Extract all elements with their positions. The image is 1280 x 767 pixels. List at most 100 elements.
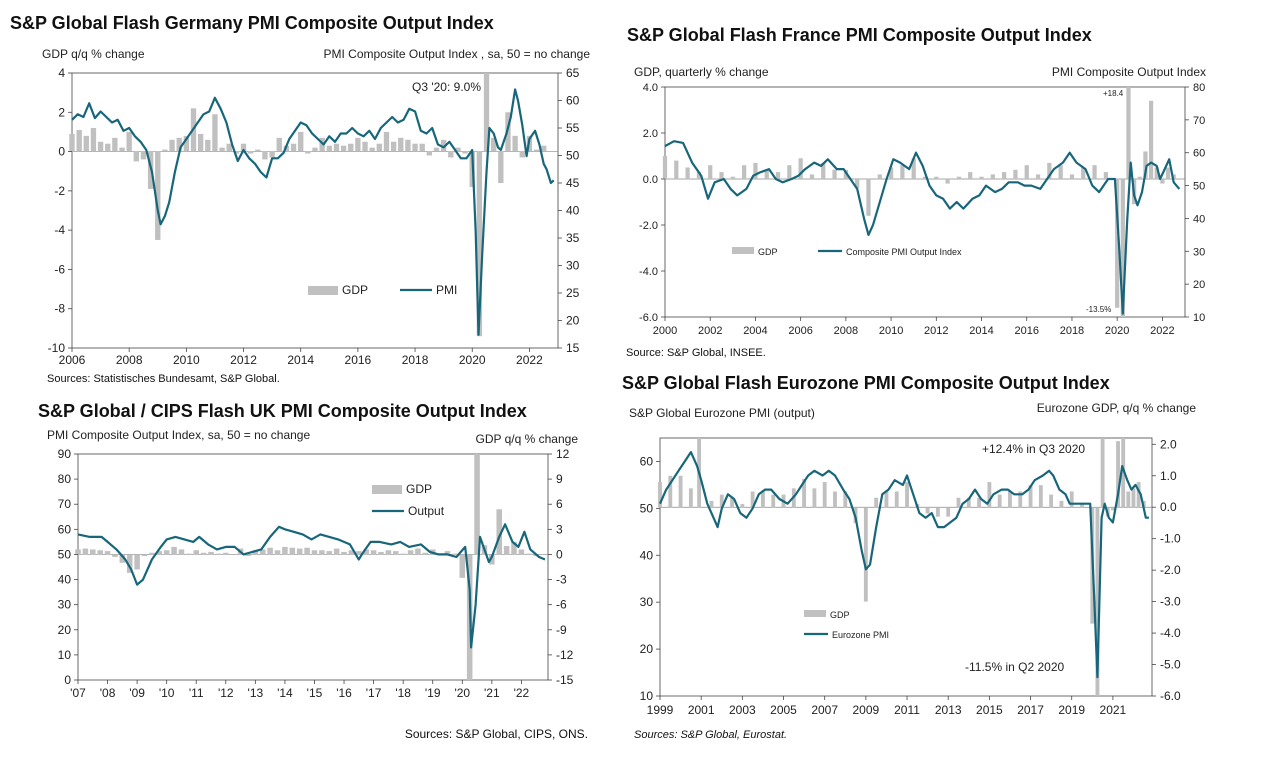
germany-left-tick-label: 2: [58, 105, 65, 119]
eurozone-gdp-bar: [1136, 482, 1141, 508]
uk-x-tick-label: '08: [100, 686, 116, 700]
uk-gdp-bar: [252, 550, 259, 555]
uk-gdp-bar: [503, 546, 510, 555]
uk-gdp-bar: [474, 454, 480, 555]
uk-left-tick-label: 60: [58, 522, 72, 536]
uk-gdp-bar: [392, 551, 399, 555]
germany-gdp-bar: [333, 143, 340, 152]
uk-title: S&P Global / CIPS Flash UK PMI Composite…: [38, 401, 527, 421]
germany-left-tick-label: -8: [54, 302, 65, 316]
germany-right-tick-label: 40: [566, 204, 580, 218]
germany-right-tick-label: 20: [566, 314, 580, 328]
france-gdp-bar: [708, 165, 713, 179]
uk-left-tick-label: 80: [58, 472, 72, 486]
germany-gdp-bar: [269, 151, 275, 158]
germany-gdp-bar: [119, 147, 125, 152]
france-gdp-bar: [922, 176, 928, 179]
uk-gdp-bar: [178, 549, 185, 555]
uk-gdp-bar: [407, 550, 414, 555]
eurozone-gdp-bar: [833, 491, 837, 508]
eurozone-gdp-bar: [946, 507, 951, 517]
eurozone-legend-gdp-label: GDP: [830, 610, 850, 620]
eurozone-legend-pmi-label: Eurozone PMI: [832, 630, 889, 640]
uk-left-tick-label: 0: [64, 673, 71, 687]
eurozone-annotation: +12.4% in Q3 2020: [982, 442, 1085, 456]
france-gdp-bar: [990, 174, 995, 179]
germany-legend-gdp-label: GDP: [342, 283, 368, 297]
germany-x-tick-label: 2008: [116, 353, 143, 367]
france-x-tick-label: 2020: [1105, 325, 1129, 337]
eurozone-gdp-bar: [730, 497, 734, 508]
eurozone-right-tick-label: -4.0: [1160, 626, 1181, 640]
germany-right-tick-label: 60: [566, 94, 580, 108]
france-left-tick-label: -6.0: [639, 312, 658, 324]
germany-gdp-bar: [226, 143, 232, 152]
uk-right-tick-label: -6: [556, 598, 567, 612]
uk-x-tick-label: '20: [454, 686, 470, 700]
uk-gdp-bar: [356, 551, 362, 555]
uk-gdp-bar: [267, 547, 273, 555]
uk-chart: 9080706050403020100129630-3-6-9-12-15'07…: [47, 428, 588, 741]
eurozone-gdp-bar: [894, 491, 899, 508]
germany-gdp-bar: [233, 151, 240, 154]
eurozone-left-tick-label: 20: [640, 642, 654, 656]
france-gdp-bar: [1154, 167, 1159, 179]
uk-right-axis-label: GDP q/q % change: [475, 432, 578, 446]
uk-gdp-bar: [489, 554, 495, 565]
france-gdp-bar: [1160, 179, 1165, 184]
eurozone-annotation: -11.5% in Q2 2020: [965, 660, 1065, 674]
germany-gdp-bar: [69, 133, 75, 152]
eurozone-gdp-bar: [750, 491, 755, 508]
france-gdp-bar: [877, 174, 882, 179]
france-gdp-bar: [753, 162, 758, 179]
france-gdp-bar: [945, 179, 950, 184]
uk-gdp-bar: [193, 550, 200, 555]
uk-x-tick-label: '19: [425, 686, 441, 700]
eurozone-gdp-bar: [1080, 504, 1084, 508]
uk-gdp-bar: [149, 552, 155, 555]
uk-gdp-bar: [156, 551, 163, 555]
germany-gdp-bar: [440, 139, 447, 152]
france-legend-pmi-label: Composite PMI Output Index: [846, 247, 962, 257]
uk-gdp-bar: [104, 551, 111, 555]
germany-gdp-bar: [205, 139, 211, 152]
eurozone-x-tick-label: 2013: [935, 703, 962, 717]
uk-x-tick-label: '18: [395, 686, 411, 700]
france-gdp-bar: [888, 167, 894, 179]
eurozone-right-tick-label: -6.0: [1160, 689, 1181, 703]
germany-gdp-bar: [483, 73, 490, 152]
uk-left-tick-label: 30: [58, 598, 72, 612]
germany-gdp-bar: [197, 133, 204, 152]
germany-annotation: Q3 '20: 9.0%: [412, 80, 481, 94]
uk-gdp-bar: [526, 553, 532, 555]
uk-plot-frame: [77, 453, 549, 681]
uk-gdp-bar: [518, 549, 525, 555]
uk-gdp-bar: [511, 541, 517, 555]
france-gdp-bar: [742, 165, 747, 179]
france-right-axis-label: PMI Composite Output Index: [1052, 65, 1206, 79]
germany-gdp-bar: [276, 137, 282, 152]
uk-right-tick-label: 0: [556, 547, 563, 561]
germany-right-axis-label: PMI Composite Output Index , sa, 50 = no…: [324, 47, 591, 61]
uk-gdp-bar: [223, 552, 229, 555]
germany-x-tick-label: 2012: [230, 353, 257, 367]
uk-gdp-bar: [319, 550, 325, 555]
germany-gdp-bar: [512, 135, 518, 152]
eurozone-gdp-bar: [987, 482, 992, 508]
france-right-tick-label: 70: [1193, 115, 1205, 127]
eurozone-right-tick-label: -1.0: [1160, 532, 1181, 546]
eurozone-gdp-bar: [935, 507, 940, 517]
france-legend-gdp-label: GDP: [758, 247, 778, 257]
germany-gdp-bar: [219, 147, 225, 152]
eurozone-gdp-bar: [1008, 491, 1012, 508]
france-right-tick-label: 30: [1193, 246, 1205, 258]
france-gdp-bar: [809, 174, 815, 179]
france-gdp-bar: [979, 176, 984, 179]
germany-gdp-bar: [133, 151, 140, 162]
uk-gdp-bar: [459, 554, 466, 578]
germany-gdp-bar: [312, 147, 318, 152]
uk-legend-gdp-label: GDP: [406, 482, 432, 496]
france-gdp-bar: [1013, 169, 1018, 179]
france-gdp-bar: [956, 176, 962, 179]
uk-gdp-bar: [304, 547, 310, 555]
